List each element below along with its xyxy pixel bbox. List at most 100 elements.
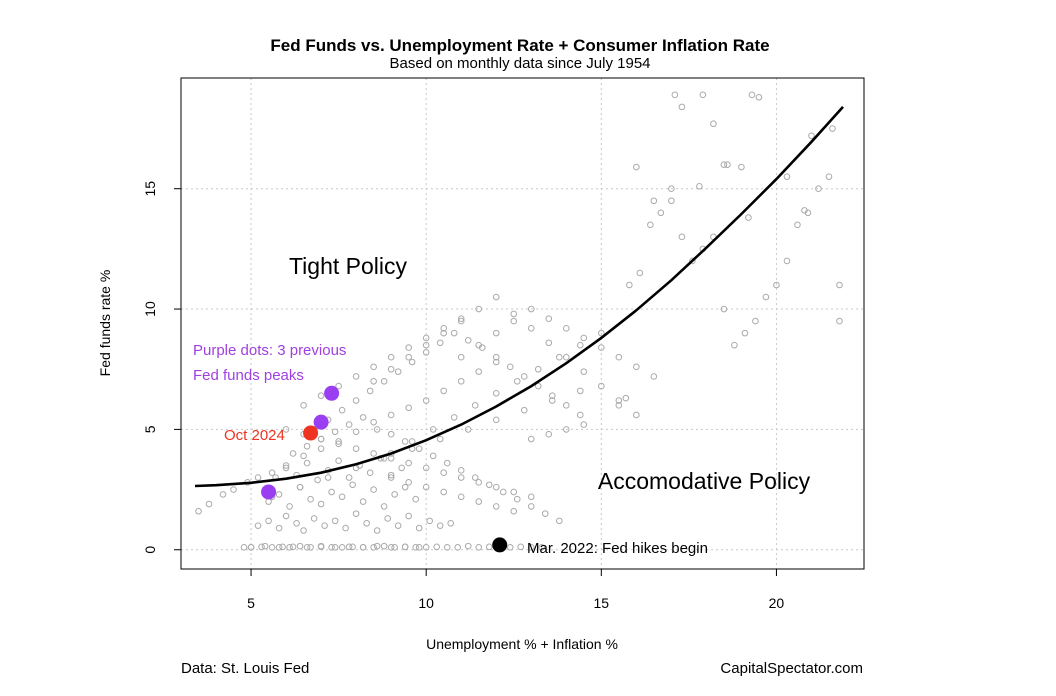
data-point-7 — [307, 544, 314, 551]
data-point-263 — [464, 426, 472, 433]
data-point-107 — [415, 445, 423, 452]
data-point-179 — [335, 382, 342, 390]
data-point-60 — [370, 486, 377, 493]
data-point-265 — [520, 406, 528, 414]
data-point-91 — [387, 411, 395, 419]
data-point-101 — [331, 428, 339, 436]
data-point-106 — [401, 438, 409, 445]
data-point-197 — [562, 426, 570, 433]
y-axis-ticks: 0 5 10 15 — [142, 181, 181, 554]
data-point-68 — [303, 459, 311, 467]
peaks-note-line-1: Purple dots: 3 previous — [193, 342, 346, 359]
data-point-77 — [398, 464, 405, 472]
data-point-124 — [394, 368, 402, 375]
data-point-160 — [513, 377, 521, 385]
data-point-200 — [626, 281, 633, 289]
y-axis-label: Fed funds rate % — [97, 270, 113, 377]
data-point-232 — [696, 183, 703, 190]
x-axis-ticks: 5 10 15 20 — [247, 569, 784, 611]
data-point-135 — [548, 392, 556, 400]
data-point-128 — [450, 329, 458, 337]
data-point-210 — [731, 341, 738, 349]
data-point-46 — [415, 524, 423, 532]
data-point-275 — [345, 543, 353, 551]
data-point-132 — [506, 363, 514, 371]
data-point-168 — [510, 317, 518, 325]
data-point-14 — [380, 542, 388, 550]
data-point-84 — [268, 469, 276, 477]
data-point-248 — [405, 459, 412, 467]
data-point-278 — [387, 544, 395, 551]
data-point-123 — [380, 377, 388, 385]
data-point-209 — [720, 305, 728, 313]
data-point-146 — [510, 310, 518, 318]
data-point-125 — [408, 358, 416, 366]
data-point-161 — [534, 365, 542, 373]
data-point-36 — [310, 515, 318, 522]
data-point-243 — [317, 435, 325, 443]
data-point-34 — [293, 519, 300, 527]
data-point-223 — [699, 91, 707, 99]
data-point-129 — [464, 337, 472, 344]
data-point-244 — [335, 440, 342, 448]
y-tick-label-3: 15 — [142, 181, 158, 197]
data-point-136 — [562, 402, 570, 409]
data-point-33 — [282, 512, 290, 520]
data-point-99 — [303, 442, 311, 450]
data-point-270 — [275, 544, 283, 551]
data-point-228 — [808, 132, 815, 140]
data-point-164 — [598, 329, 605, 337]
data-point-151 — [598, 382, 605, 390]
data-point-177 — [300, 402, 307, 409]
data-point-15 — [391, 544, 398, 551]
data-point-41 — [363, 519, 370, 527]
data-point-133 — [520, 373, 528, 380]
data-point-222 — [678, 103, 686, 111]
data-point-169 — [527, 305, 535, 313]
data-point-120 — [338, 406, 346, 414]
data-point-183 — [405, 344, 412, 351]
data-point-142 — [440, 329, 447, 337]
data-point-52 — [286, 503, 293, 510]
data-point-199 — [615, 402, 623, 409]
x-axis-label: Unemployment % + Inflation % — [426, 636, 618, 652]
data-point-27 — [517, 543, 525, 551]
data-point-172 — [580, 334, 588, 342]
data-point-98 — [289, 450, 297, 457]
data-point-225 — [748, 91, 756, 99]
data-point-280 — [415, 544, 423, 551]
grid-lines — [181, 78, 864, 569]
data-point-13 — [370, 544, 377, 551]
data-point-114 — [513, 495, 521, 503]
data-point-66 — [282, 464, 290, 472]
data-point-54 — [307, 495, 314, 503]
data-point-194 — [510, 507, 518, 515]
data-point-178 — [317, 392, 325, 400]
data-point-150 — [580, 368, 588, 375]
data-point-37 — [321, 522, 328, 529]
data-point-23 — [475, 544, 483, 551]
data-point-44 — [394, 522, 402, 529]
chart-title: Fed Funds vs. Unemployment Rate + Consum… — [270, 36, 769, 55]
data-point-192 — [475, 498, 483, 505]
data-point-238 — [745, 214, 752, 221]
data-point-43 — [384, 515, 391, 522]
data-point-19 — [433, 543, 440, 551]
data-point-158 — [471, 402, 479, 409]
data-point-176 — [650, 373, 658, 380]
hike-label: Mar. 2022: Fed hikes begin — [527, 540, 708, 557]
data-point-152 — [615, 397, 623, 404]
data-point-56 — [328, 488, 335, 496]
data-point-191 — [457, 493, 465, 501]
data-point-227 — [829, 125, 836, 132]
data-point-6 — [296, 542, 304, 550]
data-point-131 — [492, 353, 500, 361]
data-point-21 — [454, 544, 462, 551]
y-tick-label-1: 5 — [142, 425, 158, 433]
data-point-2 — [258, 543, 265, 551]
data-point-121 — [352, 397, 360, 404]
data-point-22 — [464, 542, 472, 550]
data-point-271 — [289, 543, 297, 551]
data-point-231 — [720, 161, 728, 168]
data-point-51 — [275, 491, 283, 498]
